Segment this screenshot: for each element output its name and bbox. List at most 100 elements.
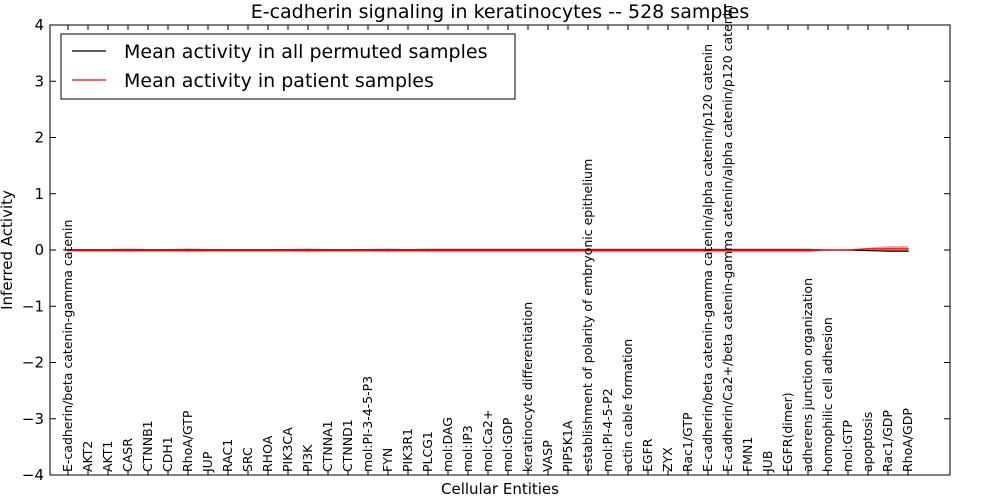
data-point-patient (727, 249, 729, 252)
y-tick-label: 0 (34, 241, 44, 259)
data-point-patient (227, 249, 229, 252)
data-point-patient (827, 249, 829, 251)
y-axis: −4 −3 −2 −1 0 1 2 3 4 (22, 16, 950, 484)
x-category-label: apoptosis (860, 412, 875, 472)
data-point-patient (387, 249, 389, 252)
x-category-label: JUB (760, 451, 775, 473)
data-point-patient (307, 249, 309, 252)
legend: Mean activity in all permuted samples Me… (60, 33, 516, 100)
data-point-permuted (907, 250, 909, 252)
data-point-patient (907, 248, 909, 250)
data-point-patient (527, 249, 529, 252)
data-point-patient (847, 249, 849, 251)
x-category-label: adherens junction organization (800, 278, 815, 472)
x-category-label: PLCG1 (420, 431, 435, 472)
data-point-patient (287, 249, 289, 252)
y-tick-label: −2 (22, 354, 44, 372)
data-point-patient (347, 249, 349, 252)
plot-area (67, 246, 909, 253)
data-point-patient (327, 249, 329, 252)
x-category-label: VASP (540, 440, 555, 472)
legend-box (60, 33, 516, 100)
data-point-patient (887, 248, 889, 250)
x-category-label: EGFR (640, 438, 655, 472)
x-category-label: mol:DAG (440, 417, 455, 472)
data-point-patient (507, 249, 509, 252)
data-point-patient (247, 249, 249, 252)
x-category-label: RhoA/GDP (900, 408, 915, 472)
data-point-patient (67, 249, 69, 252)
x-category-label: PIK3CA (280, 427, 295, 472)
data-point-patient (647, 249, 649, 252)
data-point-patient (687, 249, 689, 252)
x-category-label: RhoA/GTP (180, 410, 195, 472)
data-point-patient (567, 249, 569, 252)
data-point-patient (467, 249, 469, 252)
x-category-label: AKT2 (80, 441, 95, 472)
data-point-patient (587, 249, 589, 252)
y-tick-label: 4 (34, 16, 44, 34)
x-category-label: FMN1 (740, 437, 755, 472)
x-category-label: RAC1 (220, 439, 235, 472)
x-category-label: mol:PI-3-4-5-P3 (360, 376, 375, 472)
data-point-patient (867, 248, 869, 250)
data-point-patient (547, 249, 549, 252)
x-category-label: ZYX (660, 447, 675, 472)
data-point-permuted (887, 250, 889, 252)
data-point-patient (667, 249, 669, 252)
data-point-patient (127, 249, 129, 252)
x-category-label: CDH1 (160, 436, 175, 472)
data-point-patient (367, 249, 369, 252)
legend-label-permuted: Mean activity in all permuted samples (124, 41, 487, 63)
y-tick-label: 2 (34, 129, 44, 147)
data-point-patient (627, 249, 629, 252)
x-category-label: CTNND1 (340, 419, 355, 472)
data-point-patient (187, 249, 189, 252)
data-point-patient (207, 249, 209, 252)
data-point-patient (407, 249, 409, 252)
x-category-label: mol:PI-4-5-P2 (600, 388, 615, 472)
x-category-label: establishment of polarity of embryonic e… (580, 159, 595, 472)
data-point-patient (767, 249, 769, 252)
x-category-label: keratinocyte differentiation (520, 302, 535, 472)
x-axis (67, 25, 909, 475)
x-category-label: Rac1/GTP (680, 412, 695, 472)
x-category-label: E-cadherin/beta catenin-gamma catenin (60, 220, 75, 472)
x-category-label: E-cadherin/beta catenin-gamma catenin/al… (700, 44, 715, 472)
chart-title: E-cadherin signaling in keratinocytes --… (251, 1, 750, 23)
x-category-label: CTNNB1 (140, 420, 155, 472)
y-axis-title: Inferred Activity (0, 190, 16, 310)
x-category-label: PI3K (300, 444, 315, 472)
data-point-permuted (867, 249, 869, 252)
y-tick-label: 3 (34, 72, 44, 90)
legend-label-patient: Mean activity in patient samples (124, 70, 434, 92)
x-category-label: E-cadherin/Ca2+/beta catenin-gamma caten… (720, 5, 735, 472)
data-point-patient (427, 249, 429, 252)
x-category-label: mol:Ca2+ (480, 410, 495, 472)
data-point-patient (267, 249, 269, 252)
x-category-label: mol:GDP (500, 417, 515, 472)
y-tick-label: −4 (22, 466, 44, 484)
x-category-label: JUP (200, 451, 215, 473)
x-category-label: PIP5K1A (560, 420, 575, 472)
x-category-label: CASR (120, 438, 135, 472)
data-point-patient (447, 249, 449, 252)
x-category-label: CTNNA1 (320, 420, 335, 472)
y-tick-label: −3 (22, 410, 44, 428)
data-point-patient (807, 249, 809, 252)
data-point-patient (487, 249, 489, 252)
x-category-label: PIK3R1 (400, 428, 415, 472)
data-point-patient (787, 249, 789, 252)
x-category-label: homophilic cell adhesion (820, 317, 835, 472)
x-category-label: AKT1 (100, 441, 115, 472)
x-axis-title: Cellular Entities (441, 480, 559, 498)
x-category-label: Rac1/GDP (880, 410, 895, 472)
y-tick-label: −1 (22, 297, 44, 315)
x-category-label: RHOA (260, 435, 275, 472)
data-point-patient (147, 249, 149, 252)
data-point-patient (87, 249, 89, 252)
x-category-label: mol:GTP (840, 420, 855, 472)
x-category-label: EGFR(dimer) (780, 392, 795, 472)
data-point-patient (107, 249, 109, 252)
